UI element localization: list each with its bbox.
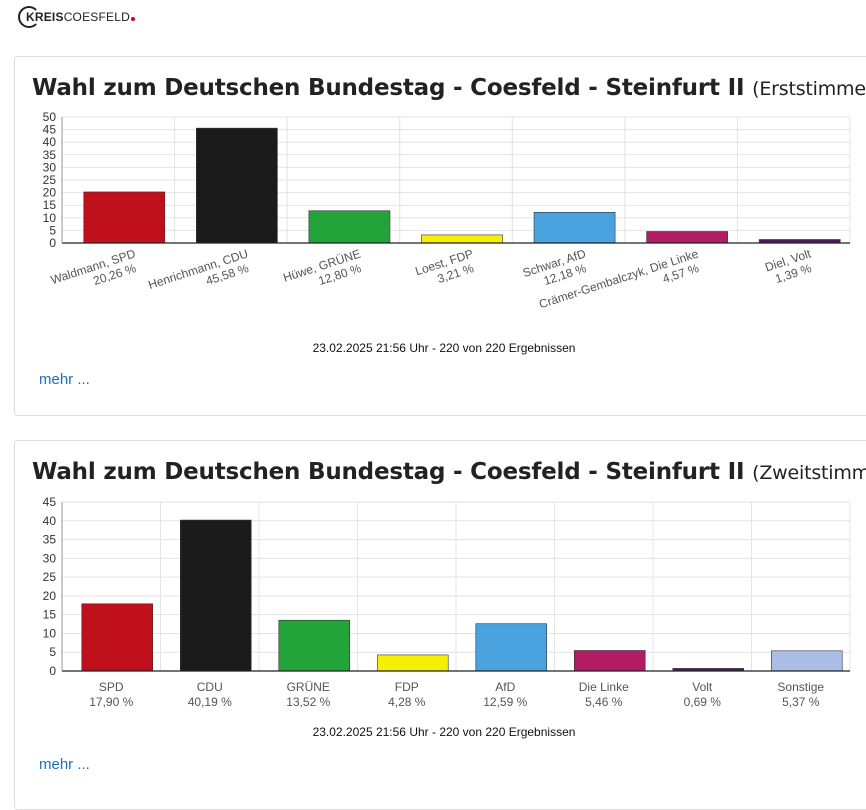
chart-grid: [61, 116, 851, 244]
bar: [533, 212, 616, 244]
logo-text: KREISCOESFELD: [26, 10, 135, 24]
value-label: 40,19 %: [188, 695, 232, 709]
value-label: 13,52 %: [286, 695, 330, 709]
value-label: 12,59 %: [483, 695, 527, 709]
y-tick-label: 25: [43, 173, 57, 187]
timestamp: 23.02.2025 21:56 Uhr - 220 von 220 Ergeb…: [312, 725, 576, 739]
bar: [475, 623, 548, 672]
bar: [81, 603, 154, 672]
y-tick-label: 0: [49, 664, 56, 678]
zweitstimmen-card: Wahl zum Deutschen Bundestag - Coesfeld …: [14, 440, 866, 810]
y-tick-label: 35: [43, 533, 57, 547]
y-tick-label: 35: [43, 148, 57, 162]
y-tick-label: 40: [43, 135, 57, 149]
timestamp: 23.02.2025 21:56 Uhr - 220 von 220 Ergeb…: [312, 341, 576, 355]
value-label: 4,28 %: [388, 695, 426, 709]
bar: [376, 654, 449, 672]
y-tick-label: 30: [43, 160, 57, 174]
bar: [573, 650, 646, 672]
y-tick-label: 25: [43, 570, 57, 584]
y-tick-label: 20: [43, 589, 57, 603]
bar: [646, 231, 728, 244]
y-tick-label: 50: [43, 110, 57, 124]
y-tick-label: 20: [43, 186, 57, 200]
y-tick-label: 40: [43, 514, 57, 528]
category-label: Die Linke: [579, 680, 629, 694]
category-label: FDP: [395, 680, 419, 694]
erststimmen-card: Wahl zum Deutschen Bundestag - Coesfeld …: [14, 56, 866, 416]
category-label: Sonstige: [777, 680, 824, 694]
logo-dot-icon: [130, 17, 135, 21]
category-label: GRÜNE: [287, 680, 330, 694]
bar: [770, 650, 843, 672]
bar: [196, 127, 278, 244]
bar: [278, 619, 351, 672]
more-link[interactable]: mehr ...: [39, 371, 90, 388]
y-tick-label: 15: [43, 198, 57, 212]
logo-ring-icon: [18, 6, 40, 28]
y-tick-label: 30: [43, 551, 57, 565]
bar: [83, 191, 166, 244]
bar: [308, 210, 391, 244]
value-label: 0,69 %: [684, 695, 722, 709]
value-label: 5,46 %: [585, 695, 623, 709]
value-label: 5,37 %: [782, 695, 820, 709]
bar: [179, 519, 252, 672]
category-label: CDU: [197, 680, 223, 694]
card-title: Wahl zum Deutschen Bundestag - Coesfeld …: [32, 459, 866, 485]
y-tick-label: 45: [43, 123, 57, 137]
y-tick-label: 15: [43, 608, 57, 622]
category-label: Volt: [692, 680, 713, 694]
y-tick-label: 5: [49, 645, 56, 659]
value-label: 17,90 %: [89, 695, 133, 709]
y-tick-label: 10: [43, 626, 57, 640]
card-title: Wahl zum Deutschen Bundestag - Coesfeld …: [32, 75, 866, 101]
y-tick-label: 0: [49, 236, 56, 250]
category-label: SPD: [99, 680, 124, 694]
y-tick-label: 45: [43, 495, 57, 509]
y-tick-label: 5: [49, 223, 56, 237]
bar: [421, 234, 503, 244]
category-label: AfD: [495, 680, 515, 694]
more-link[interactable]: mehr ...: [39, 756, 90, 773]
y-tick-label: 10: [43, 211, 57, 225]
